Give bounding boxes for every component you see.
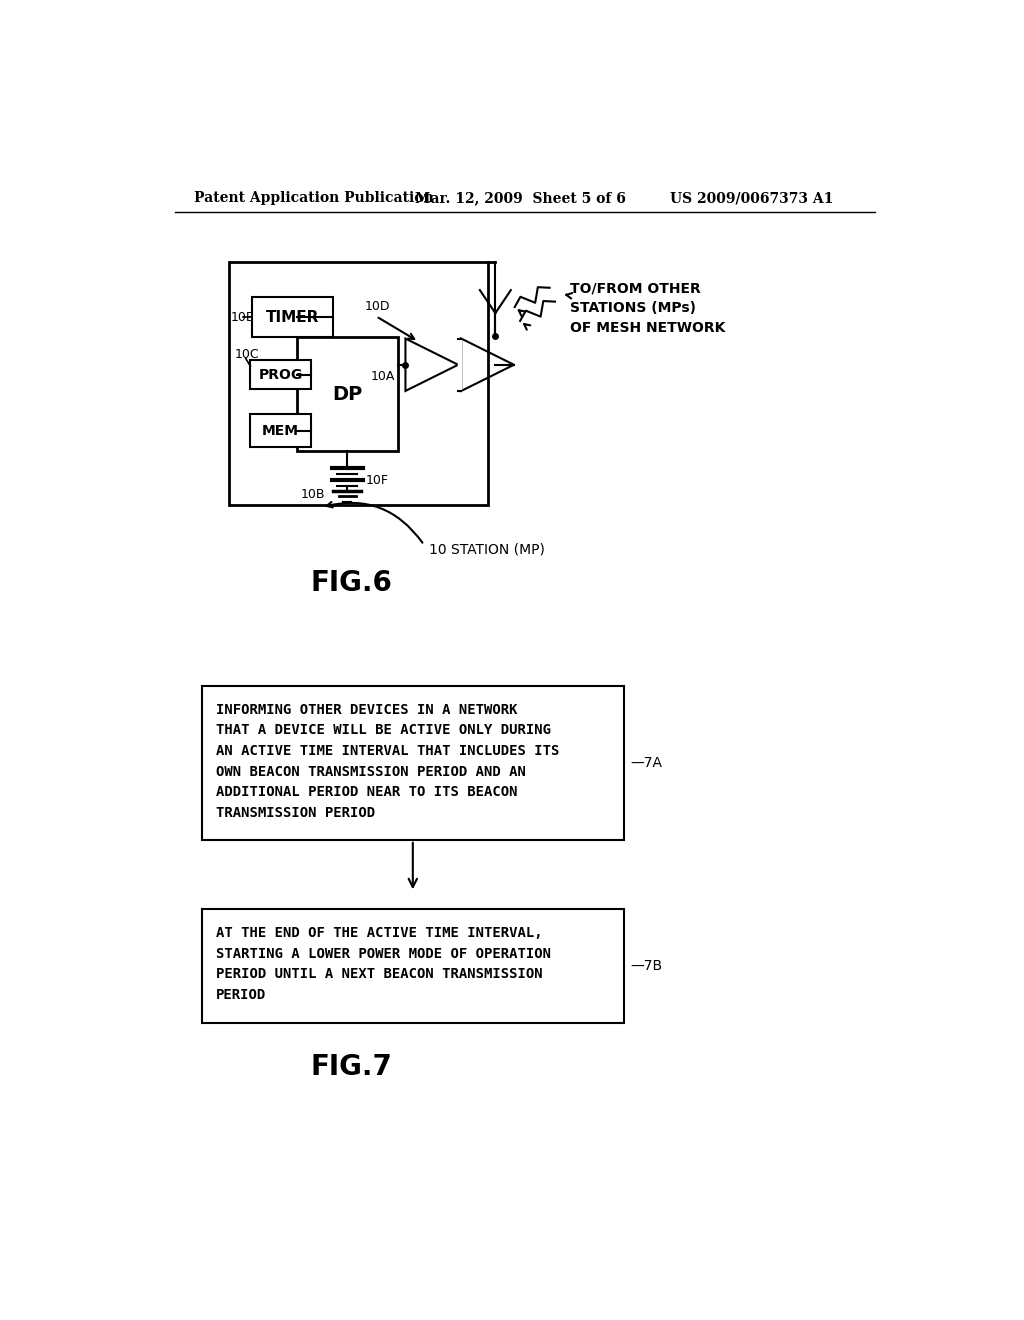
Text: FIG.7: FIG.7 <box>310 1053 392 1081</box>
Text: MEM: MEM <box>262 424 299 438</box>
Bar <box>251 360 311 389</box>
Bar <box>202 909 624 1023</box>
Bar <box>228 263 488 506</box>
Bar <box>252 297 334 337</box>
Text: DP: DP <box>332 384 362 404</box>
Text: —7B: —7B <box>630 960 663 973</box>
Bar <box>297 337 397 451</box>
Text: 10A: 10A <box>371 370 394 383</box>
Text: Mar. 12, 2009  Sheet 5 of 6: Mar. 12, 2009 Sheet 5 of 6 <box>415 191 626 206</box>
Text: TIMER: TIMER <box>266 309 319 325</box>
Text: PROG: PROG <box>258 368 303 381</box>
Text: 10B: 10B <box>301 487 326 500</box>
Text: 10C: 10C <box>234 348 259 362</box>
Text: AT THE END OF THE ACTIVE TIME INTERVAL,
STARTING A LOWER POWER MODE OF OPERATION: AT THE END OF THE ACTIVE TIME INTERVAL, … <box>216 927 551 1002</box>
Text: US 2009/0067373 A1: US 2009/0067373 A1 <box>671 191 834 206</box>
Text: 10E: 10E <box>230 310 254 323</box>
Text: Patent Application Publication: Patent Application Publication <box>194 191 433 206</box>
Text: 10D: 10D <box>365 300 390 313</box>
Bar <box>251 414 311 447</box>
Text: 10 STATION (MP): 10 STATION (MP) <box>429 543 545 557</box>
Bar <box>202 686 624 840</box>
Text: FIG.6: FIG.6 <box>310 569 392 598</box>
Text: 10F: 10F <box>366 474 389 487</box>
Text: —7A: —7A <box>630 756 663 770</box>
Text: TO/FROM OTHER
STATIONS (MPs)
OF MESH NETWORK: TO/FROM OTHER STATIONS (MPs) OF MESH NET… <box>569 281 725 334</box>
Text: INFORMING OTHER DEVICES IN A NETWORK
THAT A DEVICE WILL BE ACTIVE ONLY DURING
AN: INFORMING OTHER DEVICES IN A NETWORK THA… <box>216 702 559 820</box>
